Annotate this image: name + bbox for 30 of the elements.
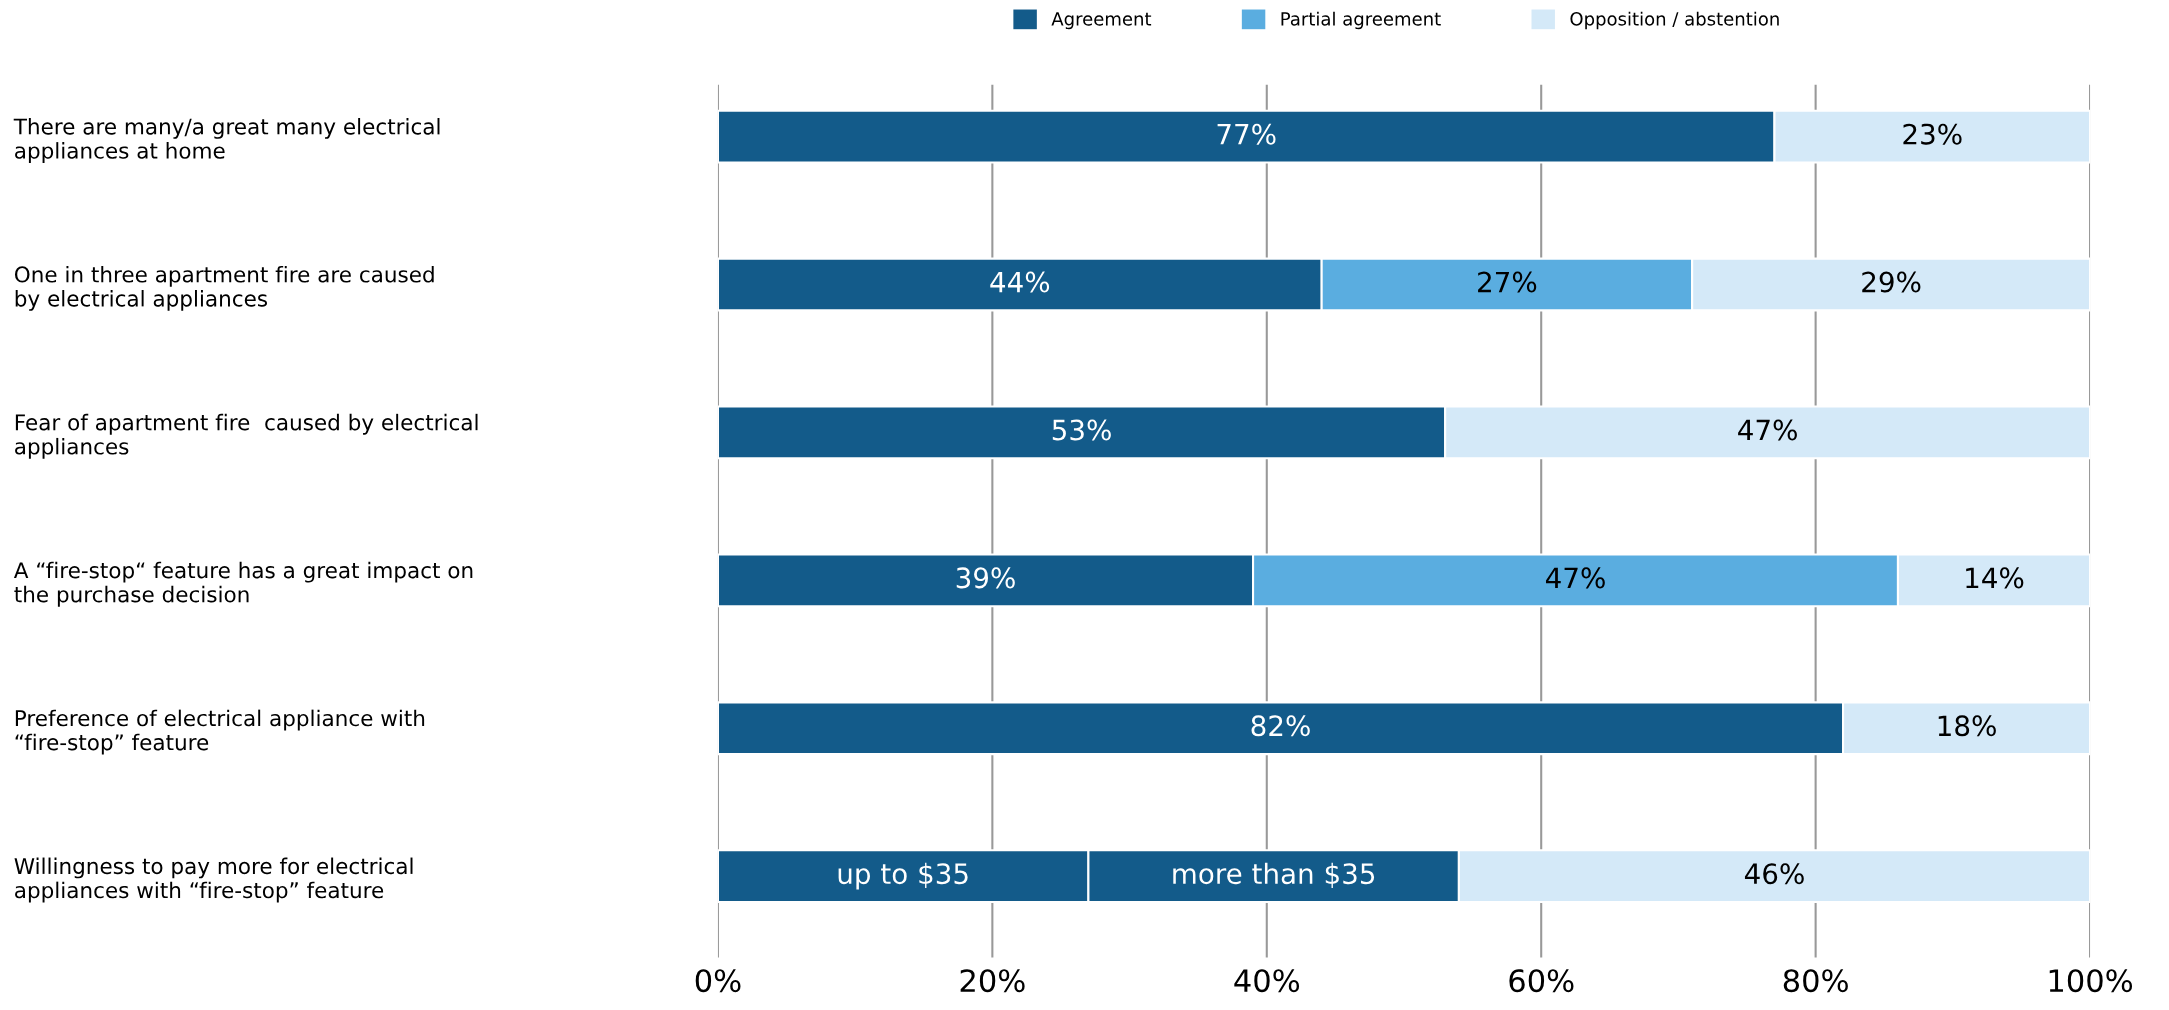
data-label: 14% bbox=[1966, 567, 2024, 589]
legend-label: Opposition / abstention bbox=[1570, 11, 1779, 30]
legend-label: Partial agreement bbox=[1281, 11, 1441, 30]
data-label: 44% bbox=[990, 271, 1050, 293]
data-label: 39% bbox=[956, 567, 1015, 589]
data-label: 82% bbox=[1251, 715, 1310, 737]
y-tick-label: Preference of electrical appliance with “fire-stop” feature bbox=[15, 709, 425, 755]
data-label: up to $35 bbox=[838, 862, 968, 890]
x-tick-label: 100% bbox=[2049, 969, 2133, 993]
data-label: 23% bbox=[1903, 123, 1962, 145]
data-label: 47% bbox=[1546, 567, 1605, 589]
x-tick-label: 0% bbox=[695, 969, 741, 993]
legend-label: Agreement bbox=[1051, 12, 1152, 30]
data-label: 47% bbox=[1738, 419, 1797, 441]
data-label: 29% bbox=[1862, 271, 1921, 293]
y-tick-label: Willingness to pay more for electrical appliances with “fire-stop” feature bbox=[14, 857, 413, 903]
y-tick-label: Fear of apartment fire caused by electrical appliances bbox=[15, 413, 478, 459]
x-tick-label: 20% bbox=[960, 969, 1025, 993]
y-tick-label: A “fire-stop“ feature has a great impact on the purchase decision bbox=[13, 561, 473, 607]
data-label: 46% bbox=[1744, 863, 1804, 885]
data-label: 53% bbox=[1052, 419, 1111, 441]
x-tick-label: 80% bbox=[1783, 969, 1848, 993]
x-tick-label: 40% bbox=[1234, 969, 1300, 993]
y-tick-label: There are many/a great many electrical appliances at home bbox=[13, 118, 440, 163]
x-tick-label: 60% bbox=[1509, 969, 1574, 993]
data-label: more than $35 bbox=[1173, 862, 1375, 888]
y-tick-label: One in three apartment fire are caused by electrical appliances bbox=[14, 265, 434, 311]
data-label: 77% bbox=[1217, 123, 1276, 145]
data-label: 18% bbox=[1938, 715, 1996, 737]
data-label: 27% bbox=[1478, 271, 1537, 293]
